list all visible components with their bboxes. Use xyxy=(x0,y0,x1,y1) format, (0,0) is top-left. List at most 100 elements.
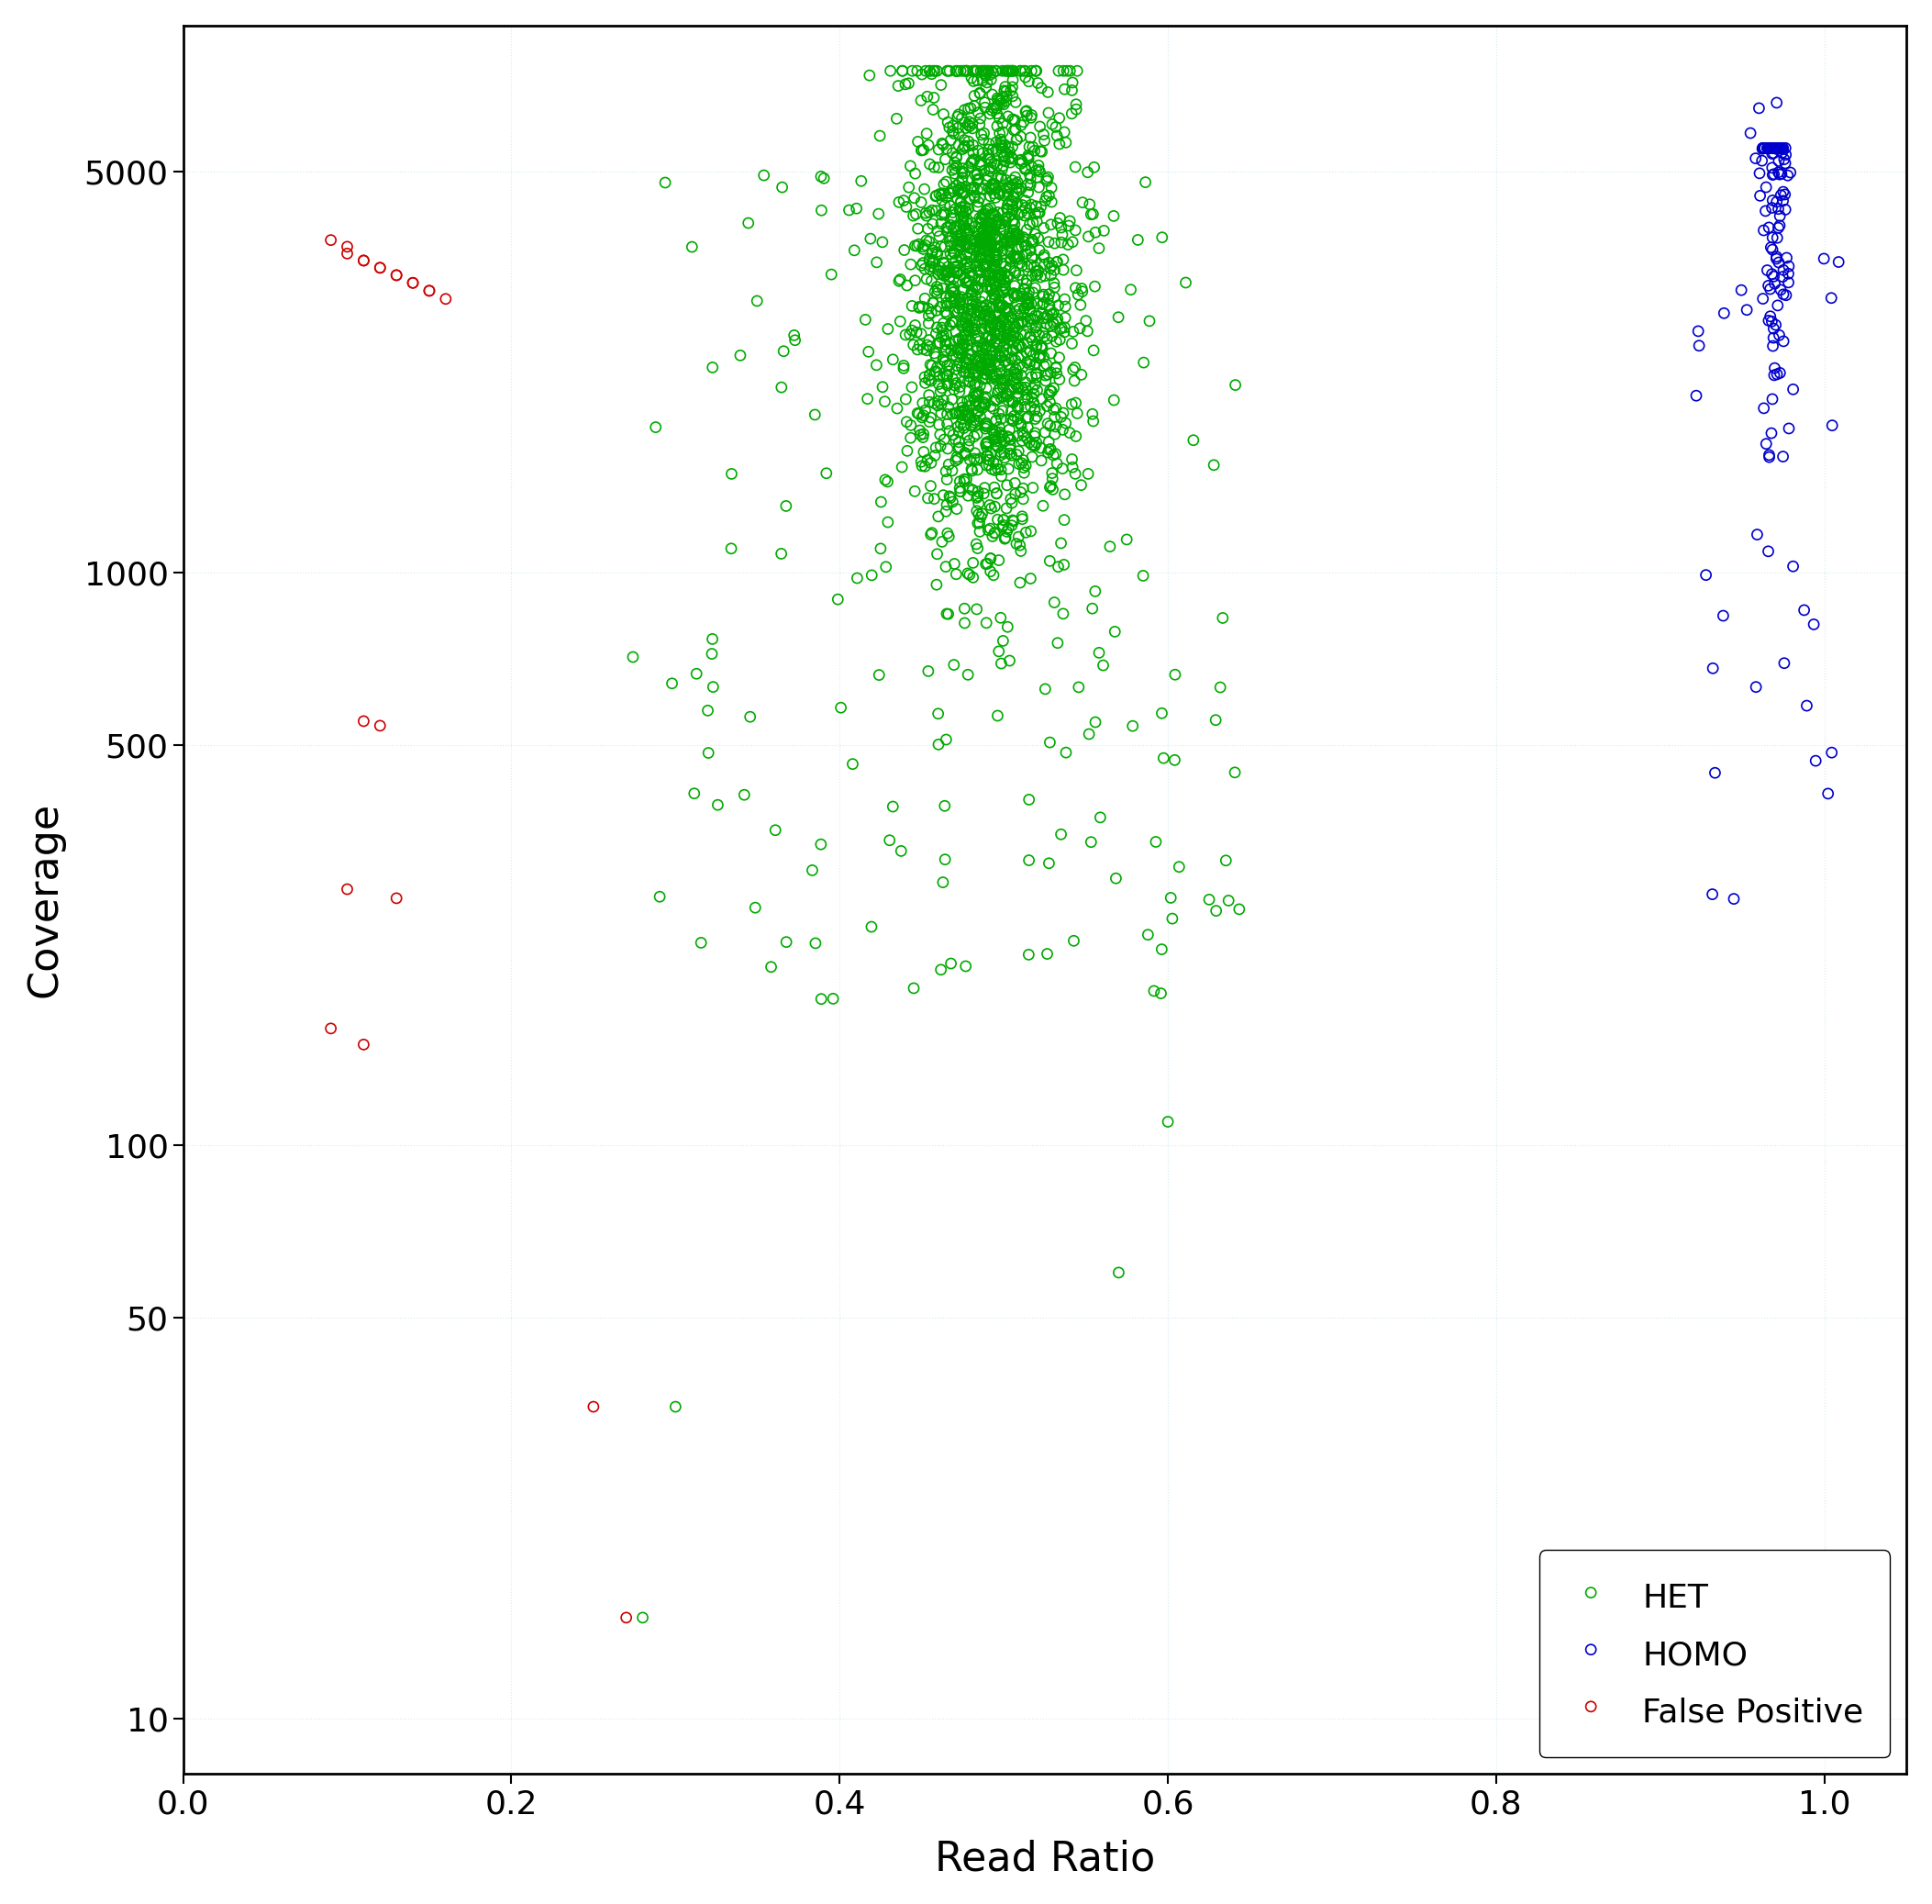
HET xyxy=(1012,177,1043,208)
HET xyxy=(1057,451,1088,482)
HET xyxy=(1001,88,1032,118)
HET xyxy=(904,293,935,324)
HET xyxy=(1037,474,1068,505)
HOMO xyxy=(1812,779,1843,809)
HET xyxy=(914,379,945,409)
HET xyxy=(970,312,1001,343)
HET xyxy=(1036,377,1066,407)
HET xyxy=(1057,327,1088,358)
HET xyxy=(1041,352,1072,383)
HET xyxy=(960,55,991,86)
HET xyxy=(914,308,945,339)
HET xyxy=(1005,149,1036,179)
HET xyxy=(993,55,1024,86)
HET xyxy=(985,291,1016,322)
HET xyxy=(935,948,966,979)
HET xyxy=(1020,219,1051,249)
HET xyxy=(941,442,972,472)
HET xyxy=(1148,223,1179,253)
HET xyxy=(968,293,999,324)
HET xyxy=(968,242,999,272)
HOMO xyxy=(1760,268,1791,299)
HET xyxy=(895,249,925,280)
HET xyxy=(1028,350,1059,381)
HET xyxy=(898,183,929,213)
HET xyxy=(983,398,1014,428)
HET xyxy=(968,202,999,232)
HET xyxy=(970,55,1001,86)
HET xyxy=(1036,411,1066,442)
HET xyxy=(910,362,941,392)
HET xyxy=(1130,168,1161,198)
HET xyxy=(970,383,1001,413)
HET xyxy=(945,409,976,440)
HET xyxy=(983,289,1014,320)
HET xyxy=(985,364,1016,394)
HET xyxy=(983,103,1014,133)
HET xyxy=(952,219,983,249)
HET xyxy=(958,234,989,265)
HOMO xyxy=(1752,133,1783,164)
HET xyxy=(970,322,1001,352)
HET xyxy=(908,135,939,166)
HET xyxy=(769,335,800,366)
HET xyxy=(939,649,970,680)
HET xyxy=(947,282,978,312)
HET xyxy=(1010,289,1041,320)
HET xyxy=(1007,232,1037,263)
HET xyxy=(960,356,991,387)
HET xyxy=(951,347,981,377)
HET xyxy=(951,440,981,470)
HET xyxy=(958,181,989,211)
HET xyxy=(991,362,1022,392)
HET xyxy=(937,385,968,415)
HET xyxy=(927,480,958,510)
HET xyxy=(1024,198,1055,228)
HET xyxy=(895,409,925,440)
HET xyxy=(997,221,1028,251)
HET xyxy=(985,265,1016,295)
HOMO xyxy=(1747,133,1777,164)
HOMO xyxy=(1791,691,1822,722)
HET xyxy=(1076,200,1107,230)
HET xyxy=(951,249,981,280)
HET xyxy=(983,432,1014,463)
HET xyxy=(985,175,1016,206)
HET xyxy=(1020,394,1051,425)
HET xyxy=(1014,169,1045,200)
HET xyxy=(935,238,966,268)
HET xyxy=(987,137,1018,168)
HET xyxy=(999,105,1030,135)
HET xyxy=(1001,358,1032,388)
HET xyxy=(937,278,968,308)
HET xyxy=(993,348,1024,379)
HET xyxy=(947,310,978,341)
HET xyxy=(931,288,962,318)
False Positive xyxy=(431,284,462,314)
HET xyxy=(985,248,1016,278)
HET xyxy=(1007,425,1037,455)
HET xyxy=(956,63,987,93)
HET xyxy=(974,446,1005,476)
HET xyxy=(983,118,1014,149)
HET xyxy=(983,358,1014,388)
HET xyxy=(1014,276,1045,307)
HET xyxy=(954,251,985,282)
HET xyxy=(997,375,1028,406)
HET xyxy=(945,288,976,318)
HOMO xyxy=(1770,139,1801,169)
HET xyxy=(974,449,1005,480)
HET xyxy=(987,274,1018,305)
HET xyxy=(680,659,711,689)
HET xyxy=(643,882,674,912)
HET xyxy=(1020,261,1051,291)
HET xyxy=(962,482,993,512)
HET xyxy=(962,444,993,474)
HET xyxy=(962,158,993,188)
HET xyxy=(952,310,983,341)
HET xyxy=(999,282,1030,312)
HET xyxy=(1007,501,1037,531)
HET xyxy=(1032,181,1063,211)
HET xyxy=(972,548,1003,579)
HET xyxy=(929,190,960,221)
